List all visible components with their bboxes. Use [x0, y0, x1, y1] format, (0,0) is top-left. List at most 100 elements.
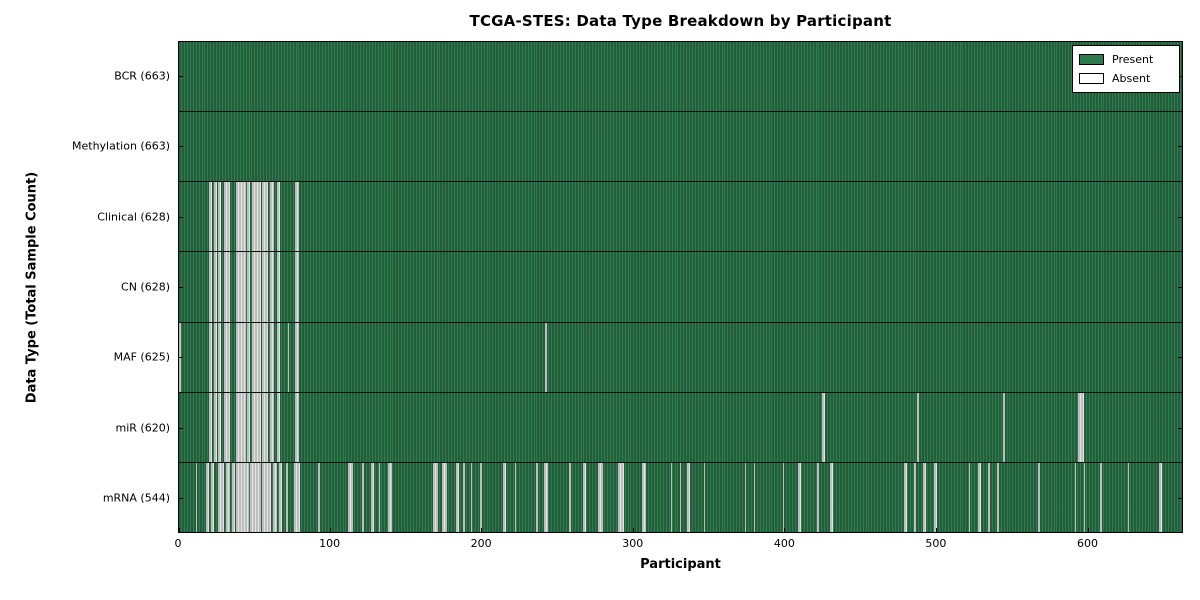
absent-cells	[251, 322, 261, 392]
absent-cells	[262, 182, 269, 252]
absent-cells	[213, 252, 217, 322]
absent-cells	[514, 462, 517, 532]
absent-cells	[247, 252, 251, 322]
absent-cells	[598, 462, 603, 532]
absent-cells	[744, 462, 747, 532]
legend: Present Absent	[1072, 45, 1180, 93]
absent-cells	[225, 462, 231, 532]
absent-cells	[213, 392, 217, 462]
absent-cells	[903, 462, 907, 532]
absent-cells	[1038, 462, 1040, 532]
absent-cells	[917, 392, 919, 462]
present-cells	[179, 392, 1182, 462]
absent-cells	[480, 462, 482, 532]
x-tick-mark	[784, 528, 786, 532]
absent-cells	[224, 322, 231, 392]
absent-cells	[295, 252, 299, 322]
absent-cells	[782, 462, 785, 532]
absent-cells	[753, 462, 756, 532]
absent-cells	[1003, 392, 1005, 462]
absent-cells	[1077, 392, 1084, 462]
absent-cells	[536, 462, 538, 532]
y-tick-mark	[179, 216, 183, 218]
heatmap-row-bcr	[179, 42, 1182, 113]
absent-cells	[250, 462, 261, 532]
absent-cells	[269, 252, 275, 322]
absent-cells	[213, 322, 217, 392]
absent-cells	[210, 462, 214, 532]
absent-cells	[272, 462, 278, 532]
heatmap-row-maf	[179, 322, 1182, 393]
legend-entry-present: Present	[1079, 50, 1173, 69]
y-tick-label-mrna: mRNA (544)	[102, 491, 170, 505]
absent-cells	[295, 392, 299, 462]
absent-cells	[277, 322, 281, 392]
absent-cells	[821, 392, 825, 462]
legend-swatch-present	[1079, 54, 1104, 65]
absent-cells	[617, 462, 624, 532]
absent-cells	[797, 462, 801, 532]
legend-entry-absent: Absent	[1079, 69, 1173, 88]
absent-cells	[213, 182, 217, 252]
absent-cells	[236, 252, 246, 322]
legend-label: Absent	[1112, 72, 1151, 85]
y-tick-mark	[1178, 497, 1182, 499]
absent-cells	[687, 462, 691, 532]
x-tick-label-0: 0	[174, 537, 182, 550]
absent-cells	[218, 392, 222, 462]
y-tick-mark	[1178, 357, 1182, 359]
absent-cells	[224, 392, 231, 462]
y-tick-label-maf: MAF (625)	[113, 350, 170, 364]
y-tick-mark	[179, 497, 183, 499]
absent-cells	[251, 252, 261, 322]
absent-cells	[923, 462, 927, 532]
y-tick-mark	[179, 76, 183, 78]
y-tick-label-methylation: Methylation (663)	[72, 139, 170, 153]
absent-cells	[247, 322, 251, 392]
heatmap-row-clinical	[179, 182, 1182, 253]
absent-cells	[269, 182, 275, 252]
absent-cells	[988, 462, 990, 532]
x-tick-mark	[935, 528, 937, 532]
y-tick-mark	[1178, 76, 1182, 78]
y-tick-mark	[1178, 427, 1182, 429]
y-tick-mark	[1178, 216, 1182, 218]
absent-cells	[997, 462, 999, 532]
y-tick-mark	[1178, 287, 1182, 288]
heatmap-row-methylation	[179, 112, 1182, 183]
absent-cells	[670, 462, 673, 532]
y-tick-mark	[179, 427, 183, 429]
absent-cells	[269, 392, 275, 462]
absent-cells	[433, 462, 438, 532]
absent-cells	[455, 462, 459, 532]
legend-swatch-absent	[1079, 73, 1104, 84]
absent-cells	[502, 462, 506, 532]
absent-cells	[543, 462, 549, 532]
absent-cells	[236, 462, 249, 532]
absent-cells	[218, 182, 222, 252]
absent-cells	[218, 252, 222, 322]
heatmap-row-mir	[179, 392, 1182, 463]
y-tick-label-clinical: Clinical (628)	[97, 210, 170, 224]
absent-cells	[295, 182, 299, 252]
absent-cells	[348, 462, 353, 532]
absent-cells	[236, 392, 246, 462]
x-tick-label-500: 500	[925, 537, 947, 550]
x-tick-label-300: 300	[622, 537, 644, 550]
absent-cells	[277, 252, 281, 322]
absent-cells	[582, 462, 586, 532]
y-tick-label-mir: miR (620)	[115, 421, 171, 435]
y-tick-mark	[179, 357, 183, 359]
x-tick-mark	[632, 528, 634, 532]
absent-cells	[262, 392, 269, 462]
absent-cells	[295, 322, 299, 392]
x-axis-label: Participant	[640, 557, 721, 572]
absent-cells	[251, 182, 261, 252]
absent-cells	[933, 462, 937, 532]
absent-cells	[231, 462, 235, 532]
absent-cells	[1159, 462, 1163, 532]
absent-cells	[293, 462, 301, 532]
absent-cells	[679, 462, 682, 532]
absent-cells	[829, 462, 833, 532]
